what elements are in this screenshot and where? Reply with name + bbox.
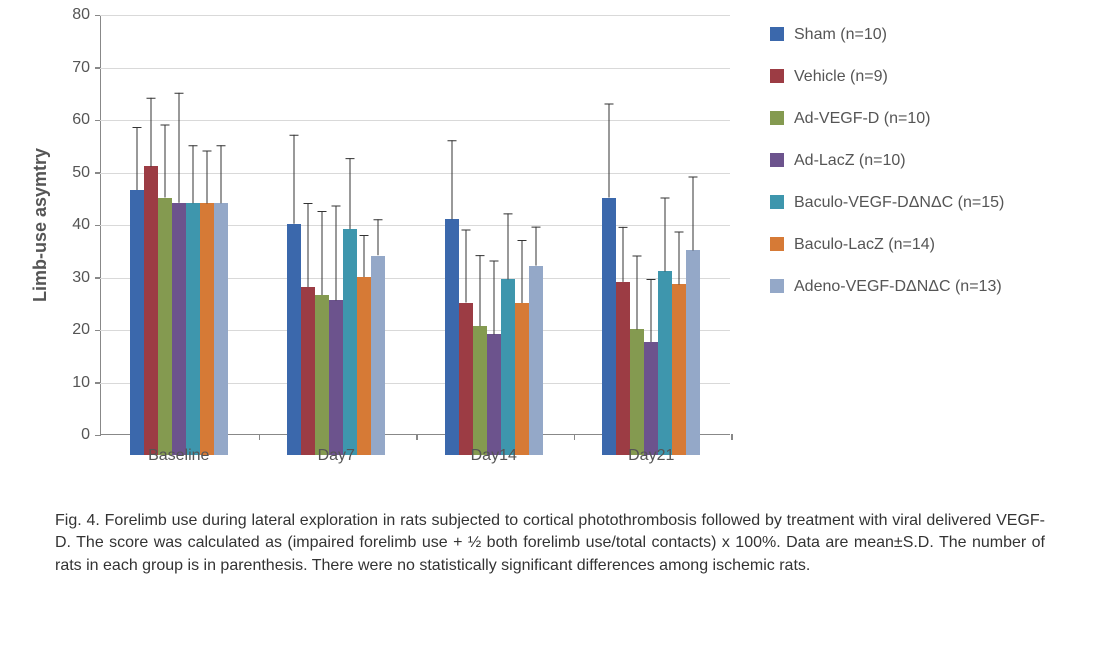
legend-item: Sham (n=10) — [770, 25, 1080, 45]
x-category-label: Baseline — [148, 447, 209, 465]
legend-swatch — [770, 153, 784, 167]
legend-item: Baculo-VEGF-DΔNΔC (n=15) — [770, 193, 1080, 213]
y-tick-label: 80 — [72, 6, 90, 24]
chart-area: Limb-use asymtry BaselineDay7Day14Day21 … — [100, 15, 730, 455]
y-tick-label: 50 — [72, 164, 90, 182]
legend-label: Vehicle (n=9) — [794, 67, 888, 87]
legend-item: Ad-VEGF-D (n=10) — [770, 109, 1080, 129]
figure-caption: Fig. 4. Forelimb use during lateral expl… — [55, 510, 1045, 577]
legend-label: Baculo-LacZ (n=14) — [794, 235, 935, 255]
legend-swatch — [770, 69, 784, 83]
legend-swatch — [770, 27, 784, 41]
legend-label: Ad-LacZ (n=10) — [794, 151, 906, 171]
legend-label: Baculo-VEGF-DΔNΔC (n=15) — [794, 193, 1004, 213]
x-category-label: Day21 — [628, 447, 674, 465]
legend-item: Ad-LacZ (n=10) — [770, 151, 1080, 171]
y-tick-label: 40 — [72, 216, 90, 234]
legend-label: Adeno-VEGF-DΔNΔC (n=13) — [794, 277, 1002, 297]
y-axis-label: Limb-use asymtry — [30, 148, 51, 302]
x-category-label: Day7 — [318, 447, 355, 465]
y-tick-label: 0 — [81, 426, 90, 444]
legend-swatch — [770, 237, 784, 251]
legend-item: Adeno-VEGF-DΔNΔC (n=13) — [770, 277, 1080, 297]
legend: Sham (n=10) Vehicle (n=9) Ad-VEGF-D (n=10)… — [770, 25, 1080, 297]
x-tick-mark — [731, 434, 733, 440]
y-tick-label: 60 — [72, 111, 90, 129]
y-tick-label: 30 — [72, 269, 90, 287]
legend-swatch — [770, 195, 784, 209]
legend-item: Vehicle (n=9) — [770, 67, 1080, 87]
y-tick-label: 10 — [72, 374, 90, 392]
legend-swatch — [770, 279, 784, 293]
x-category-label: Day14 — [471, 447, 517, 465]
legend-label: Ad-VEGF-D (n=10) — [794, 109, 930, 129]
figure: Limb-use asymtry BaselineDay7Day14Day21 … — [0, 0, 1096, 648]
legend-swatch — [770, 111, 784, 125]
y-tick-label: 20 — [72, 321, 90, 339]
legend-item: Baculo-LacZ (n=14) — [770, 235, 1080, 255]
y-tick-label: 70 — [72, 59, 90, 77]
legend-label: Sham (n=10) — [794, 25, 887, 45]
